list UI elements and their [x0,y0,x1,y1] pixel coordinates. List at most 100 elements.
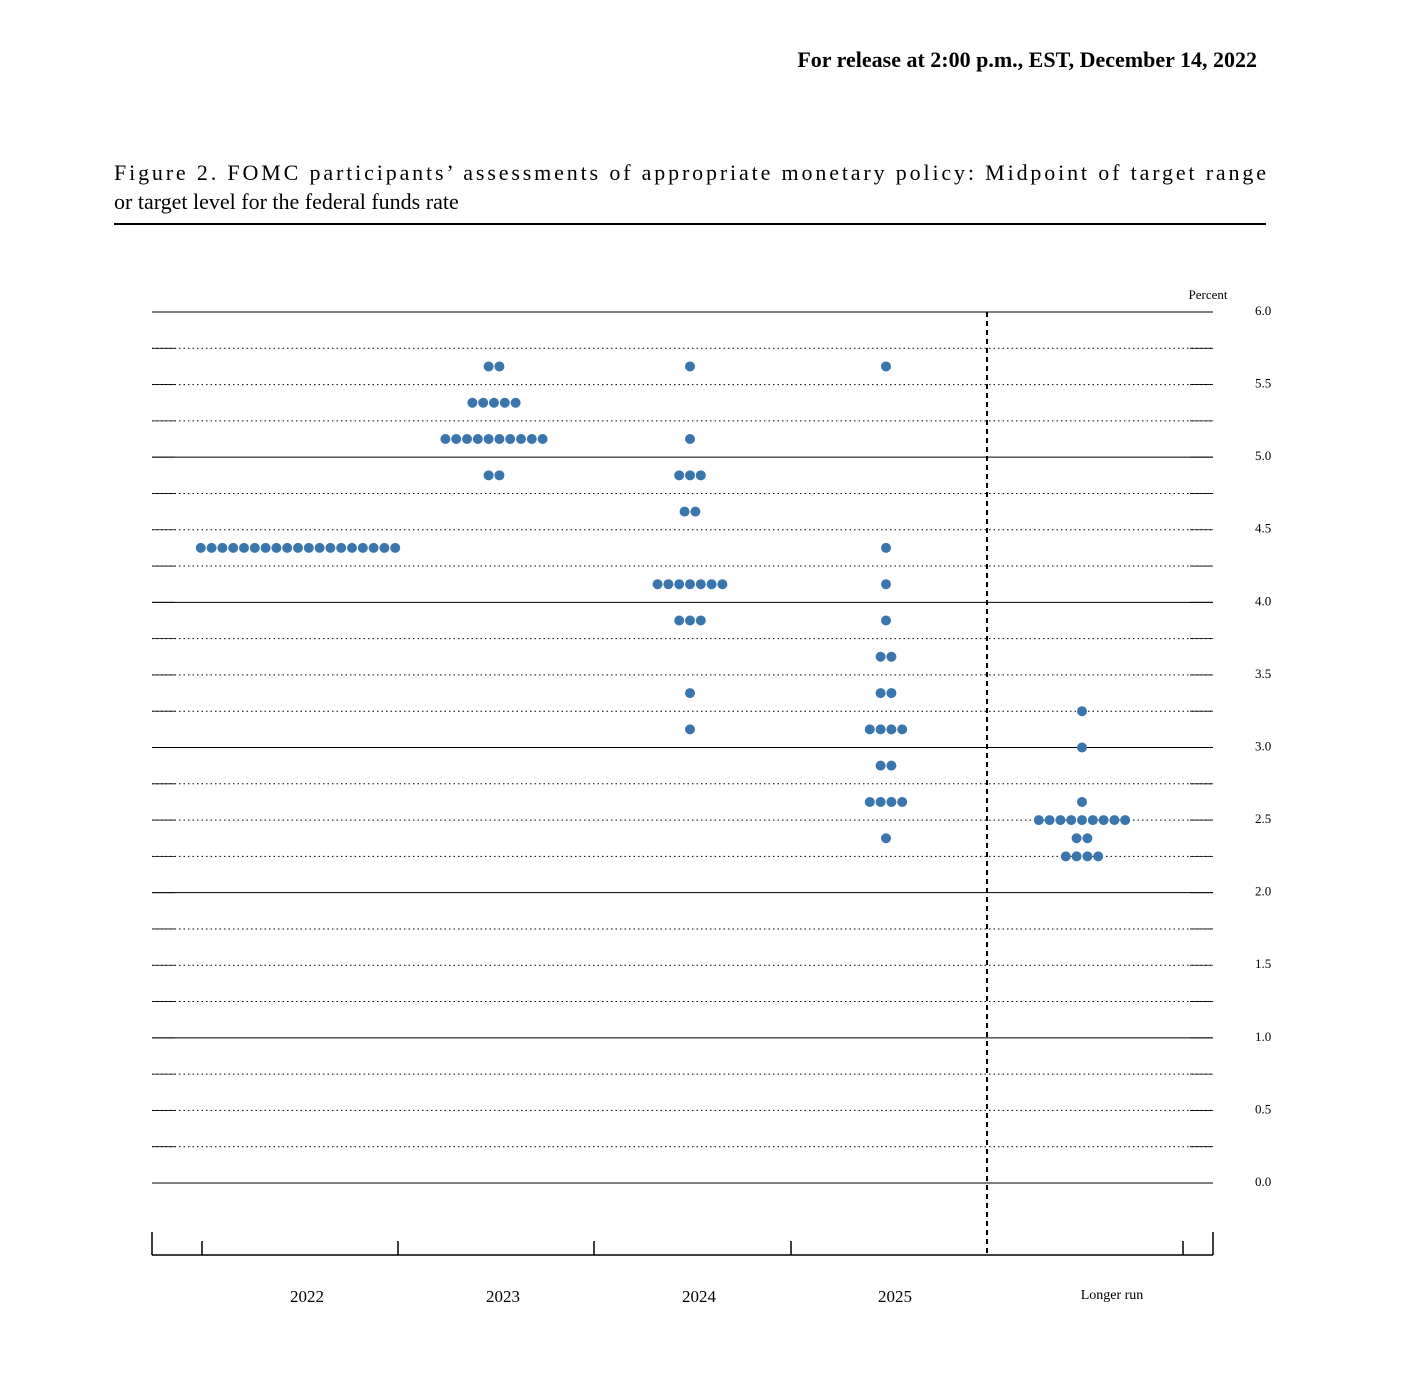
dot [1098,815,1109,826]
dot [478,397,489,408]
x-tick-label: 2023 [486,1287,520,1306]
dot [483,434,494,445]
dot [652,579,663,590]
dot [1060,851,1071,862]
dot [516,434,526,445]
y-tick-label: 1.5 [1255,956,1271,971]
dot [1066,815,1077,826]
dot [706,579,717,590]
dot [1077,796,1087,807]
dot [881,615,891,626]
y-tick-label: 4.5 [1255,521,1271,536]
y-tick-label: 6.0 [1255,303,1271,318]
dot [695,579,706,590]
dot [690,506,701,517]
dot [897,724,908,735]
dot [695,470,706,481]
release-header: For release at 2:00 p.m., EST, December … [797,47,1257,72]
dot [440,434,451,445]
dot [293,542,303,553]
dot [195,542,206,553]
dot [1071,851,1082,862]
dot [864,724,875,735]
dot [685,615,695,626]
dot [494,434,505,445]
x-tick-label: Longer run [1081,1288,1144,1303]
dot [1071,833,1082,844]
dot [881,361,891,372]
y-axis-label: Percent [1189,287,1228,302]
dot [875,760,886,771]
y-tick-label: 1.0 [1255,1029,1271,1044]
y-tick-label: 4.0 [1255,593,1271,608]
dot [282,542,293,553]
y-tick-label: 0.0 [1255,1174,1271,1189]
dot [881,542,891,553]
dot [1077,706,1087,717]
dot [881,833,891,844]
dot [1082,851,1093,862]
dot [864,796,875,807]
dot [489,397,499,408]
dot [695,615,706,626]
dot [483,361,494,372]
dot [1044,815,1055,826]
dot [674,615,685,626]
y-tick-label: 5.0 [1255,448,1271,463]
dot [303,542,314,553]
dot [1093,851,1104,862]
dot [494,361,505,372]
dot [685,724,695,735]
y-tick-label: 3.5 [1255,666,1271,681]
dot [451,434,462,445]
dot [875,688,886,699]
dot [1055,815,1066,826]
y-tick-label: 3.0 [1255,738,1271,753]
dot [674,470,685,481]
dot [679,506,690,517]
dot [368,542,379,553]
dot [499,397,510,408]
dot [260,542,271,553]
dot [390,542,401,553]
dot [325,542,336,553]
dot [537,434,548,445]
dot [1120,815,1131,826]
dot [357,542,368,553]
chart-title-text: Figure 2. FOMC participants’ assessments… [114,160,1266,214]
dot [505,434,516,445]
dot [1077,815,1087,826]
dot [228,542,239,553]
dot [875,796,886,807]
dot [526,434,537,445]
y-tick-label: 2.5 [1255,811,1271,826]
dot [510,397,521,408]
dot [1033,815,1044,826]
x-tick-label: 2024 [682,1287,717,1306]
dot [897,796,908,807]
dot [886,760,897,771]
dot [217,542,228,553]
dot [314,542,325,553]
dot [685,688,695,699]
dot [336,542,347,553]
dot [1087,815,1098,826]
dot [379,542,390,553]
dot [1082,833,1093,844]
dot [249,542,260,553]
dot [494,470,505,481]
y-tick-label: 0.5 [1255,1101,1271,1116]
dot [886,796,897,807]
dot [886,688,897,699]
dot [271,542,282,553]
chart-title: Figure 2. FOMC participants’ assessments… [114,160,1266,214]
dot [239,542,249,553]
dot [347,542,357,553]
dot [1077,742,1087,753]
dot [674,579,685,590]
x-tick-label: 2022 [290,1287,324,1306]
dot [1109,815,1120,826]
dot [472,434,483,445]
y-tick-label: 5.5 [1255,376,1271,391]
